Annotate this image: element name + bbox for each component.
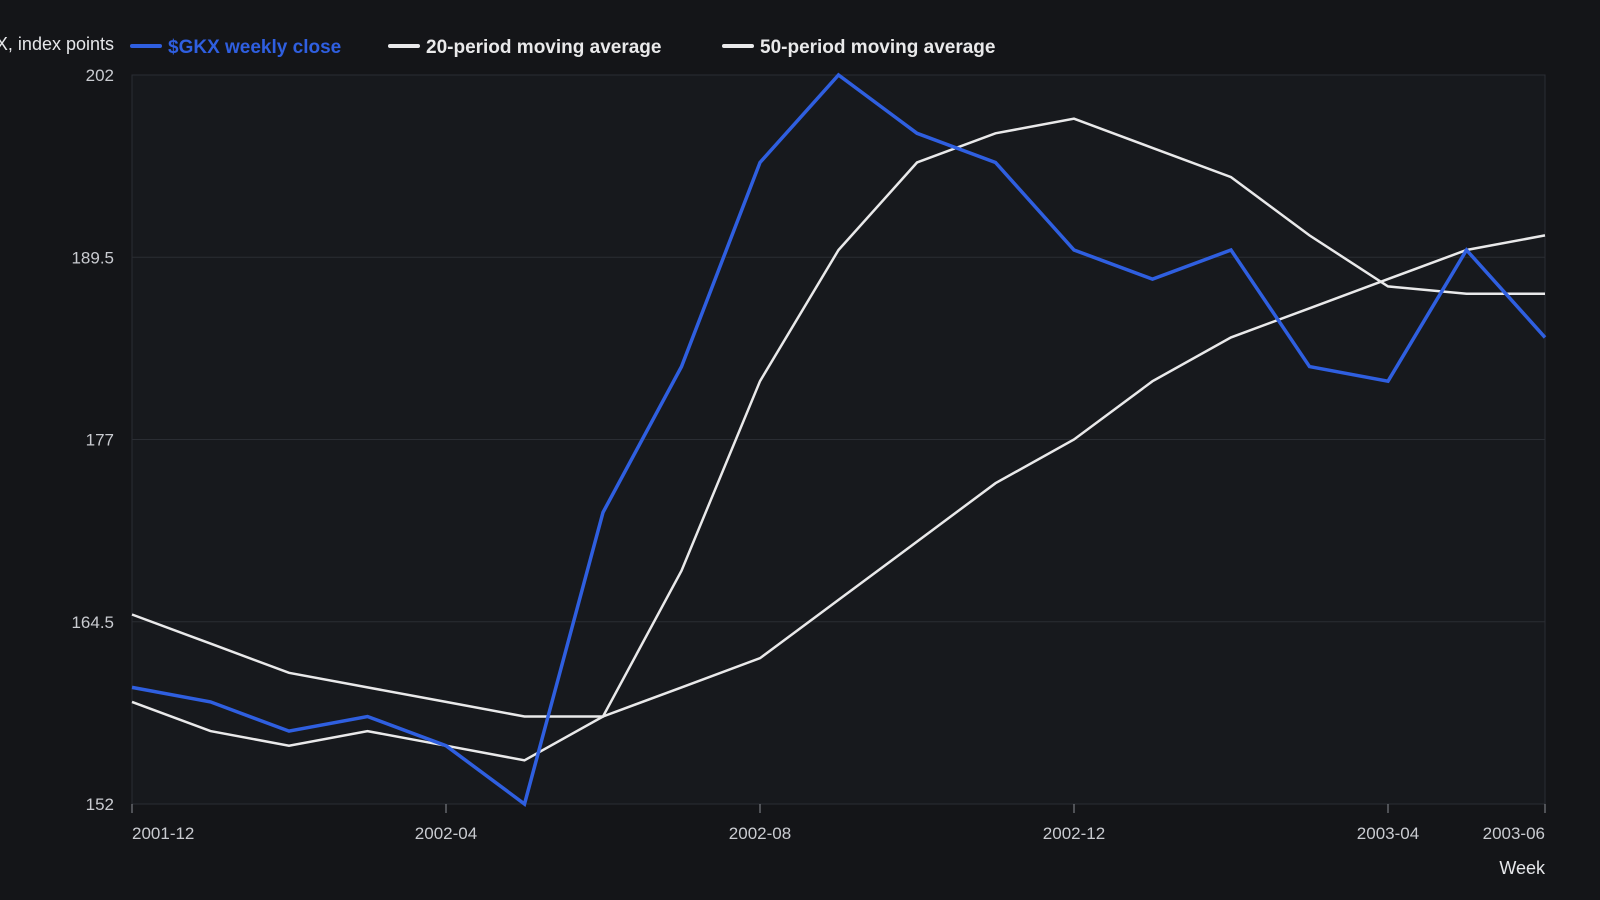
y-tick-label: 189.5 xyxy=(71,248,114,267)
y-tick-label: 202 xyxy=(86,66,114,85)
x-tick-label: 2003-06 xyxy=(1483,824,1545,843)
x-tick-label: 2002-04 xyxy=(415,824,477,843)
legend-label-ma20: 20-period moving average xyxy=(426,37,661,58)
y-tick-label: 177 xyxy=(86,431,114,450)
x-tick-label: 2003-04 xyxy=(1357,824,1419,843)
legend-label-gkx: $GKX weekly close xyxy=(168,37,341,58)
y-axis-title: $GKX, index points xyxy=(0,34,114,54)
x-tick-label: 2001-12 xyxy=(132,824,194,843)
series-line-ma50 xyxy=(131,234,1546,762)
x-tick-label: 2002-08 xyxy=(729,824,791,843)
y-tick-label: 152 xyxy=(86,795,114,814)
series-lines xyxy=(131,72,1547,807)
x-axis: 2001-12 2002-04 2002-08 2002-12 2003-04 2003-… xyxy=(131,804,1546,843)
series-line-ma20 xyxy=(131,117,1545,718)
x-tick-label: 2002-12 xyxy=(1043,824,1105,843)
series-line-gkx xyxy=(131,72,1547,807)
y-axis: 152 164.5 177 189.5 202 xyxy=(71,66,114,814)
y-tick-label: 164.5 xyxy=(71,613,114,632)
legend: $GKX weekly close 20-period moving avera… xyxy=(130,37,995,58)
x-axis-title: Week xyxy=(1499,858,1546,878)
gridlines xyxy=(132,256,1545,623)
legend-label-ma50: 50-period moving average xyxy=(760,37,995,58)
